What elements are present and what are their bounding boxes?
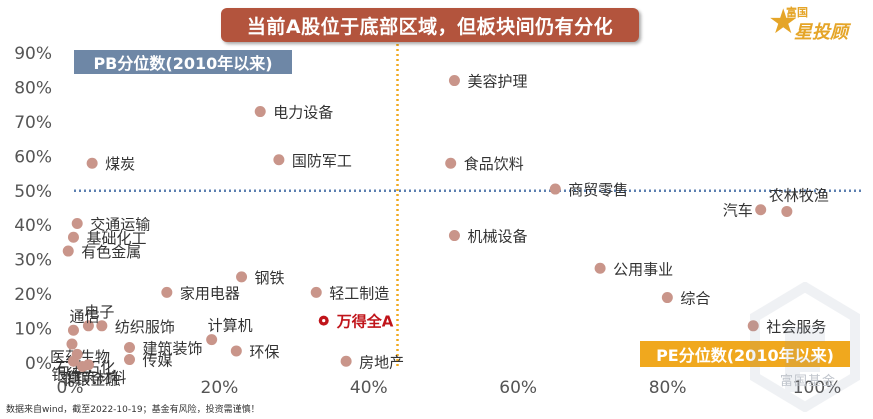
point-marker [747, 320, 759, 332]
x-tick-label: 0% [57, 378, 84, 398]
logo-name-text: 星投顾 [794, 22, 848, 43]
point-marker [661, 292, 673, 304]
point-marker [230, 345, 242, 357]
x-tick-label: 80% [649, 378, 687, 398]
point-marker [206, 334, 218, 346]
brand-logo: ★ 富国 星投顾 [768, 4, 868, 44]
point-label: 交通运输 [90, 216, 150, 234]
point-marker-center [322, 319, 326, 323]
y-axis-label: PB分位数(2010年以来) [74, 50, 292, 74]
point-marker [67, 324, 79, 336]
point-label: 万得全A [336, 313, 394, 331]
point-label: 综合 [680, 290, 710, 308]
y-tick-label: 20% [14, 285, 52, 305]
point-label: 食品饮料 [464, 155, 524, 173]
point-marker [67, 355, 79, 367]
point-label: 钢铁 [255, 269, 285, 287]
x-axis-label: PE分位数(2010年以来) [640, 341, 850, 367]
point-marker [755, 204, 767, 216]
x-tick-label: 60% [499, 378, 537, 398]
y-tick-label: 10% [14, 320, 52, 340]
point-label: 环保 [249, 343, 279, 361]
point-marker [448, 75, 460, 87]
point-marker [273, 154, 285, 166]
point-marker [76, 360, 88, 372]
y-tick-label: 50% [14, 182, 52, 202]
point-marker [445, 157, 457, 169]
y-tick-label: 40% [14, 216, 52, 236]
point-marker [340, 355, 352, 367]
point-marker [67, 231, 79, 243]
point-label: 建筑材料 [66, 369, 126, 387]
point-marker [236, 271, 248, 283]
point-label: 家用电器 [180, 284, 240, 302]
point-label: 轻工制造 [329, 284, 389, 302]
point-label: 美容护理 [467, 73, 527, 91]
point-marker [82, 320, 94, 332]
watermark-logo-icon [750, 282, 860, 412]
logo-brand-text: 富国 [786, 6, 808, 19]
point-label: 房地产 [359, 353, 404, 371]
x-tick-label: 100% [793, 378, 842, 398]
source-note: 数据来自wind，截至2022-10-19；基金有风险，投资需谨慎！ [6, 405, 260, 415]
y-tick-label: 30% [14, 251, 52, 271]
point-label: 机械设备 [467, 228, 527, 246]
point-marker [310, 286, 322, 298]
point-label: 建筑装饰 [142, 340, 202, 358]
watermark-text: 富国基金 [780, 374, 837, 389]
point-marker [66, 338, 78, 350]
point-label: 社会服务 [766, 318, 826, 336]
y-tick-label: 0% [25, 354, 52, 374]
y-tick-label: 90% [14, 44, 52, 64]
point-marker [549, 183, 561, 195]
point-marker [62, 245, 74, 257]
point-label: 国防军工 [292, 152, 352, 170]
point-marker [123, 354, 135, 366]
point-label: 电子 [84, 303, 114, 321]
point-label: 汽车 [723, 202, 753, 220]
point-marker [123, 342, 135, 353]
y-tick-label: 70% [14, 113, 52, 133]
point-label: 非银金融 [60, 370, 120, 388]
point-marker [161, 286, 173, 298]
point-marker [254, 106, 266, 118]
point-marker [71, 218, 83, 229]
point-label: 有色金属 [81, 243, 141, 261]
point-label: 商贸零售 [568, 181, 628, 199]
point-marker [781, 205, 793, 217]
x-tick-label: 40% [350, 378, 388, 398]
point-label: 电力设备 [273, 104, 333, 122]
page-title: 当前A股位于底部区域，但板块间仍有分化 [221, 8, 639, 42]
star-icon: ★ [768, 2, 799, 42]
point-label: 通信 [69, 307, 99, 325]
point-marker [96, 320, 108, 332]
point-marker [448, 230, 460, 242]
point-label: 传媒 [142, 352, 172, 370]
point-label: 煤炭 [105, 155, 135, 173]
y-tick-label: 60% [14, 147, 52, 167]
point-label: 基础化工 [86, 229, 146, 247]
x-tick-label: 20% [201, 378, 239, 398]
point-label: 农林牧渔 [769, 186, 829, 204]
point-marker [86, 157, 98, 169]
y-tick-label: 80% [14, 78, 52, 98]
point-label: 纺织服饰 [115, 318, 175, 336]
point-marker [594, 262, 606, 274]
point-label: 公用事业 [613, 260, 673, 278]
point-label: 银行 [51, 365, 81, 383]
point-label: 计算机 [208, 317, 253, 335]
